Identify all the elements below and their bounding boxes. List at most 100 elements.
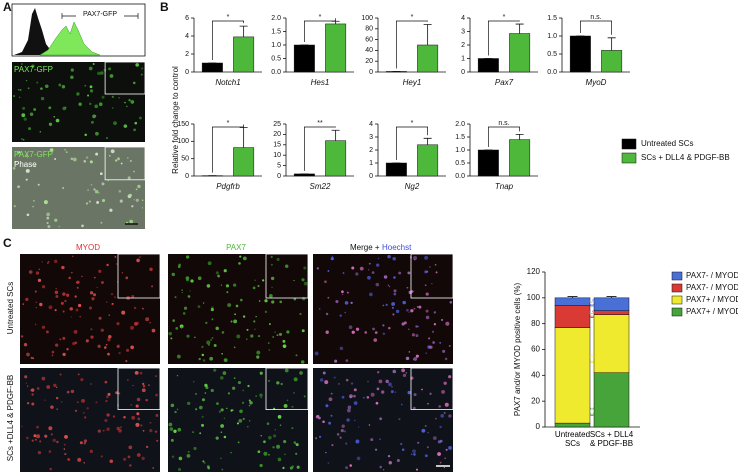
cell	[408, 290, 413, 295]
cell	[113, 121, 117, 126]
cell	[301, 278, 305, 282]
significance-bracket	[488, 126, 520, 147]
cell	[234, 313, 236, 316]
legend-label: PAX7+ / MYOD+	[686, 295, 738, 304]
cell	[356, 456, 361, 461]
cell	[95, 152, 99, 156]
cell	[449, 300, 453, 304]
cell	[209, 356, 214, 361]
cell	[433, 311, 437, 314]
cell	[72, 342, 76, 346]
cell	[248, 404, 251, 407]
cell	[325, 451, 327, 454]
column-label: PAX7	[226, 243, 246, 252]
cell	[56, 440, 59, 444]
bar-segment	[593, 314, 630, 373]
cell	[213, 368, 217, 372]
cell	[413, 357, 418, 361]
y-tick-label: 40	[365, 47, 373, 54]
cell	[97, 71, 101, 76]
cell	[83, 439, 88, 443]
cell	[71, 272, 73, 274]
cell	[274, 331, 276, 334]
bar	[201, 62, 223, 73]
bar	[417, 44, 439, 73]
significance: *	[503, 14, 506, 21]
cell	[363, 396, 365, 399]
cell	[353, 401, 358, 405]
y-tick-label: 20	[273, 131, 281, 138]
cell	[330, 257, 334, 261]
cell	[12, 166, 16, 170]
y-tick-label: 50	[181, 156, 189, 163]
cell	[131, 205, 134, 208]
cell	[115, 391, 119, 395]
cell	[27, 87, 30, 90]
cell	[432, 436, 437, 440]
cell	[301, 329, 305, 333]
cell	[226, 407, 228, 410]
cell	[190, 279, 194, 283]
cell	[23, 117, 27, 121]
significance: *	[227, 14, 230, 21]
cell	[413, 453, 416, 456]
y-tick-label: 4	[461, 15, 465, 22]
cell	[376, 263, 380, 267]
cell	[178, 263, 181, 267]
cell	[418, 305, 422, 309]
cell	[376, 387, 380, 391]
cell	[433, 323, 437, 326]
cell	[367, 269, 370, 271]
cell	[345, 466, 349, 470]
cell	[367, 381, 369, 383]
x-label-box: SCs + DLL4 & PDGF-BB	[590, 431, 633, 448]
cell	[55, 118, 60, 123]
cell	[283, 440, 287, 444]
cell	[130, 404, 133, 406]
cell	[345, 378, 349, 382]
cell	[90, 328, 93, 331]
micrograph	[313, 368, 453, 472]
cell	[26, 156, 28, 158]
cell	[25, 436, 29, 440]
micrographs	[12, 61, 454, 472]
y-tick-label: 0	[536, 422, 541, 431]
cell	[14, 161, 17, 164]
cell	[38, 268, 41, 271]
cell	[20, 335, 24, 338]
cell	[87, 94, 90, 97]
cell	[185, 255, 190, 259]
cell	[62, 352, 66, 357]
cell	[417, 325, 419, 328]
cell	[366, 396, 370, 399]
cell	[415, 354, 419, 358]
cell	[250, 334, 254, 338]
cell	[97, 429, 101, 433]
cell	[136, 412, 140, 416]
cell	[247, 426, 249, 428]
y-tick-label: 0	[461, 69, 465, 76]
cell	[268, 293, 273, 298]
cell	[295, 443, 299, 447]
y-tick-label: 0.5	[455, 160, 465, 167]
cell	[421, 388, 423, 391]
cell	[44, 84, 49, 89]
cell	[210, 339, 212, 341]
cell	[139, 371, 143, 375]
significance-bracket	[580, 20, 612, 35]
cell	[328, 421, 332, 425]
cell	[36, 81, 39, 84]
cell	[197, 276, 202, 281]
cell	[425, 352, 427, 354]
cell	[441, 389, 446, 394]
cell	[240, 298, 243, 302]
cell	[36, 425, 39, 429]
cell	[259, 393, 263, 397]
y-tick-label: 40	[531, 370, 540, 379]
cell	[89, 102, 92, 106]
significance-bracket	[212, 20, 244, 60]
cell	[48, 106, 52, 110]
cell	[340, 429, 344, 433]
cell	[149, 421, 152, 424]
cell	[47, 260, 50, 263]
